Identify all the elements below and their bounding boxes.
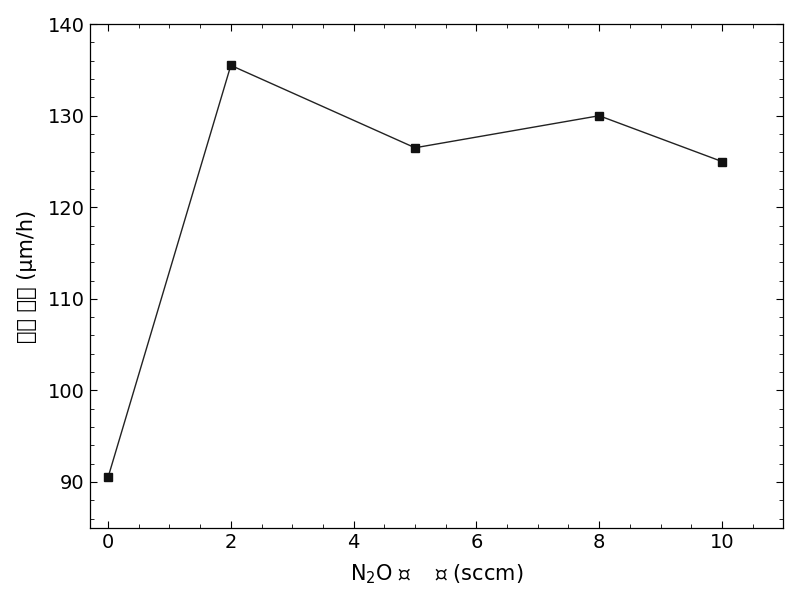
X-axis label: N$_2$O 流    量 (sccm): N$_2$O 流 量 (sccm) bbox=[350, 563, 523, 586]
Y-axis label: 生长 速率 (μm/h): 生长 速率 (μm/h) bbox=[17, 209, 37, 343]
